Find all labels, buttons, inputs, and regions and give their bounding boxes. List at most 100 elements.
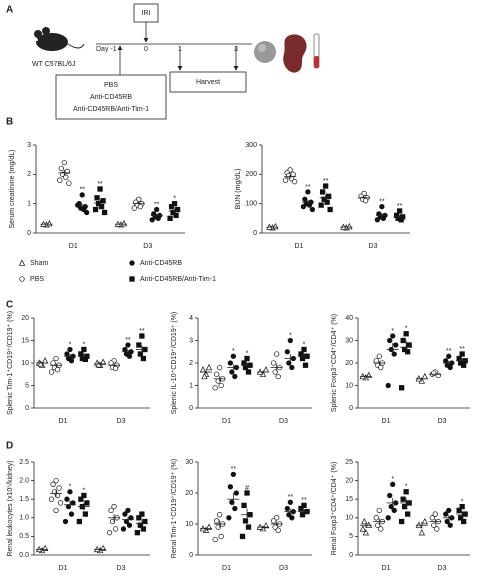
- legend-label: Anti-CD45RB/Anti-Tim-1: [140, 276, 216, 283]
- data-point: [218, 533, 224, 540]
- data-point: [446, 507, 452, 514]
- data-point: [149, 217, 155, 223]
- significance-label: **: [288, 494, 294, 501]
- data-point: [387, 492, 393, 499]
- data-point: [82, 356, 89, 363]
- significance-label: **: [231, 466, 237, 473]
- data-point: [48, 369, 55, 375]
- data-point: [289, 364, 295, 371]
- y-tick-label: 1: [27, 201, 31, 208]
- data-point: [232, 373, 238, 380]
- data-point: [140, 526, 147, 532]
- data-point: [170, 209, 176, 216]
- significance-label: *: [83, 487, 86, 494]
- legend-label: Sham: [30, 260, 48, 267]
- data-point: [393, 342, 399, 348]
- data-point: [400, 337, 406, 344]
- data-point: [139, 333, 145, 339]
- data-point: [99, 358, 107, 365]
- data-point: [50, 481, 56, 487]
- data-point: [120, 526, 127, 532]
- significance-label: *: [303, 341, 306, 348]
- data-point: [64, 351, 70, 357]
- x-tick-label: D1: [382, 565, 391, 572]
- data-point: [94, 195, 100, 201]
- y-tick-label: 3: [189, 337, 193, 344]
- data-point: [405, 349, 411, 355]
- data-point: [82, 511, 89, 517]
- data-point: [378, 364, 384, 371]
- data-point: [385, 382, 391, 389]
- data-point: [81, 346, 87, 353]
- y-tick-label: 0: [25, 405, 29, 412]
- data-point: [41, 544, 49, 551]
- data-point: [84, 500, 90, 506]
- data-point: [81, 492, 87, 499]
- data-point: [373, 515, 379, 521]
- x-tick-label: D1: [222, 565, 231, 572]
- treatment: PBS: [104, 82, 118, 89]
- data-point: [100, 198, 106, 204]
- data-point: [287, 337, 293, 344]
- data-point: [418, 529, 426, 536]
- data-point: [458, 515, 464, 521]
- data-point: [327, 206, 333, 213]
- data-point: [126, 522, 133, 528]
- data-point: [84, 209, 90, 216]
- data-point: [58, 165, 64, 172]
- data-point: [421, 517, 429, 525]
- data-point: [396, 208, 403, 214]
- data-point: [399, 518, 405, 525]
- y-tick-label: 25: [345, 459, 353, 466]
- y-tick-label: 30: [345, 337, 353, 344]
- data-point: [70, 500, 76, 506]
- data-point: [101, 209, 108, 216]
- data-point: [131, 205, 137, 211]
- data-point: [137, 203, 143, 210]
- data-point: [230, 353, 236, 359]
- data-point: [97, 186, 103, 192]
- data-point: [139, 511, 145, 517]
- significance-label: **: [139, 328, 145, 335]
- y-tick-label: 0: [189, 552, 193, 559]
- legend-label: PBS: [30, 276, 44, 283]
- data-point: [63, 174, 69, 180]
- data-point: [217, 364, 223, 371]
- y-axis-label: BUN (mg/dL): [235, 169, 242, 210]
- significance-label: **: [305, 184, 311, 191]
- data-point: [226, 515, 232, 521]
- data-point: [298, 351, 304, 357]
- panel-letter: B: [6, 117, 13, 128]
- harvest-label: Harvest: [196, 79, 220, 86]
- legend-marker: [129, 260, 135, 266]
- data-point: [155, 215, 161, 221]
- significance-label: *: [391, 328, 394, 335]
- data-point: [390, 481, 396, 487]
- data-point: [50, 360, 56, 366]
- data-point: [391, 507, 397, 514]
- data-point: [302, 196, 308, 202]
- legend-label: Anti-CD45RB: [140, 260, 182, 267]
- data-point: [76, 518, 83, 525]
- data-point: [290, 171, 296, 177]
- x-tick-label: D3: [279, 565, 288, 572]
- y-tick-label: 10: [345, 515, 353, 522]
- data-point: [108, 360, 114, 366]
- y-tick-label: 40: [345, 315, 353, 322]
- data-point: [299, 512, 306, 518]
- data-point: [108, 507, 114, 514]
- data-point: [305, 189, 311, 195]
- data-point: [205, 363, 213, 371]
- panel-letter: C: [6, 300, 13, 311]
- data-point: [324, 199, 330, 205]
- data-point: [106, 530, 113, 536]
- data-point: [282, 177, 289, 183]
- y-tick-label: 0: [349, 405, 353, 412]
- data-point: [126, 353, 133, 359]
- data-point: [302, 362, 309, 368]
- data-point: [405, 511, 411, 517]
- legend-marker: [19, 276, 25, 282]
- data-point: [362, 198, 369, 204]
- data-point: [359, 525, 367, 532]
- data-point: [212, 385, 218, 391]
